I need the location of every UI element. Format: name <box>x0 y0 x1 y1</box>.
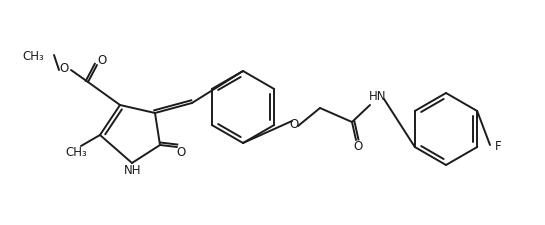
Text: NH: NH <box>124 164 142 178</box>
Text: O: O <box>59 63 69 76</box>
Text: HN: HN <box>370 90 387 103</box>
Text: O: O <box>177 146 186 158</box>
Text: CH₃: CH₃ <box>22 50 44 63</box>
Text: F: F <box>495 140 501 153</box>
Text: O: O <box>353 140 362 153</box>
Text: O: O <box>98 54 107 67</box>
Text: CH₃: CH₃ <box>65 146 87 160</box>
Text: O: O <box>289 117 299 130</box>
